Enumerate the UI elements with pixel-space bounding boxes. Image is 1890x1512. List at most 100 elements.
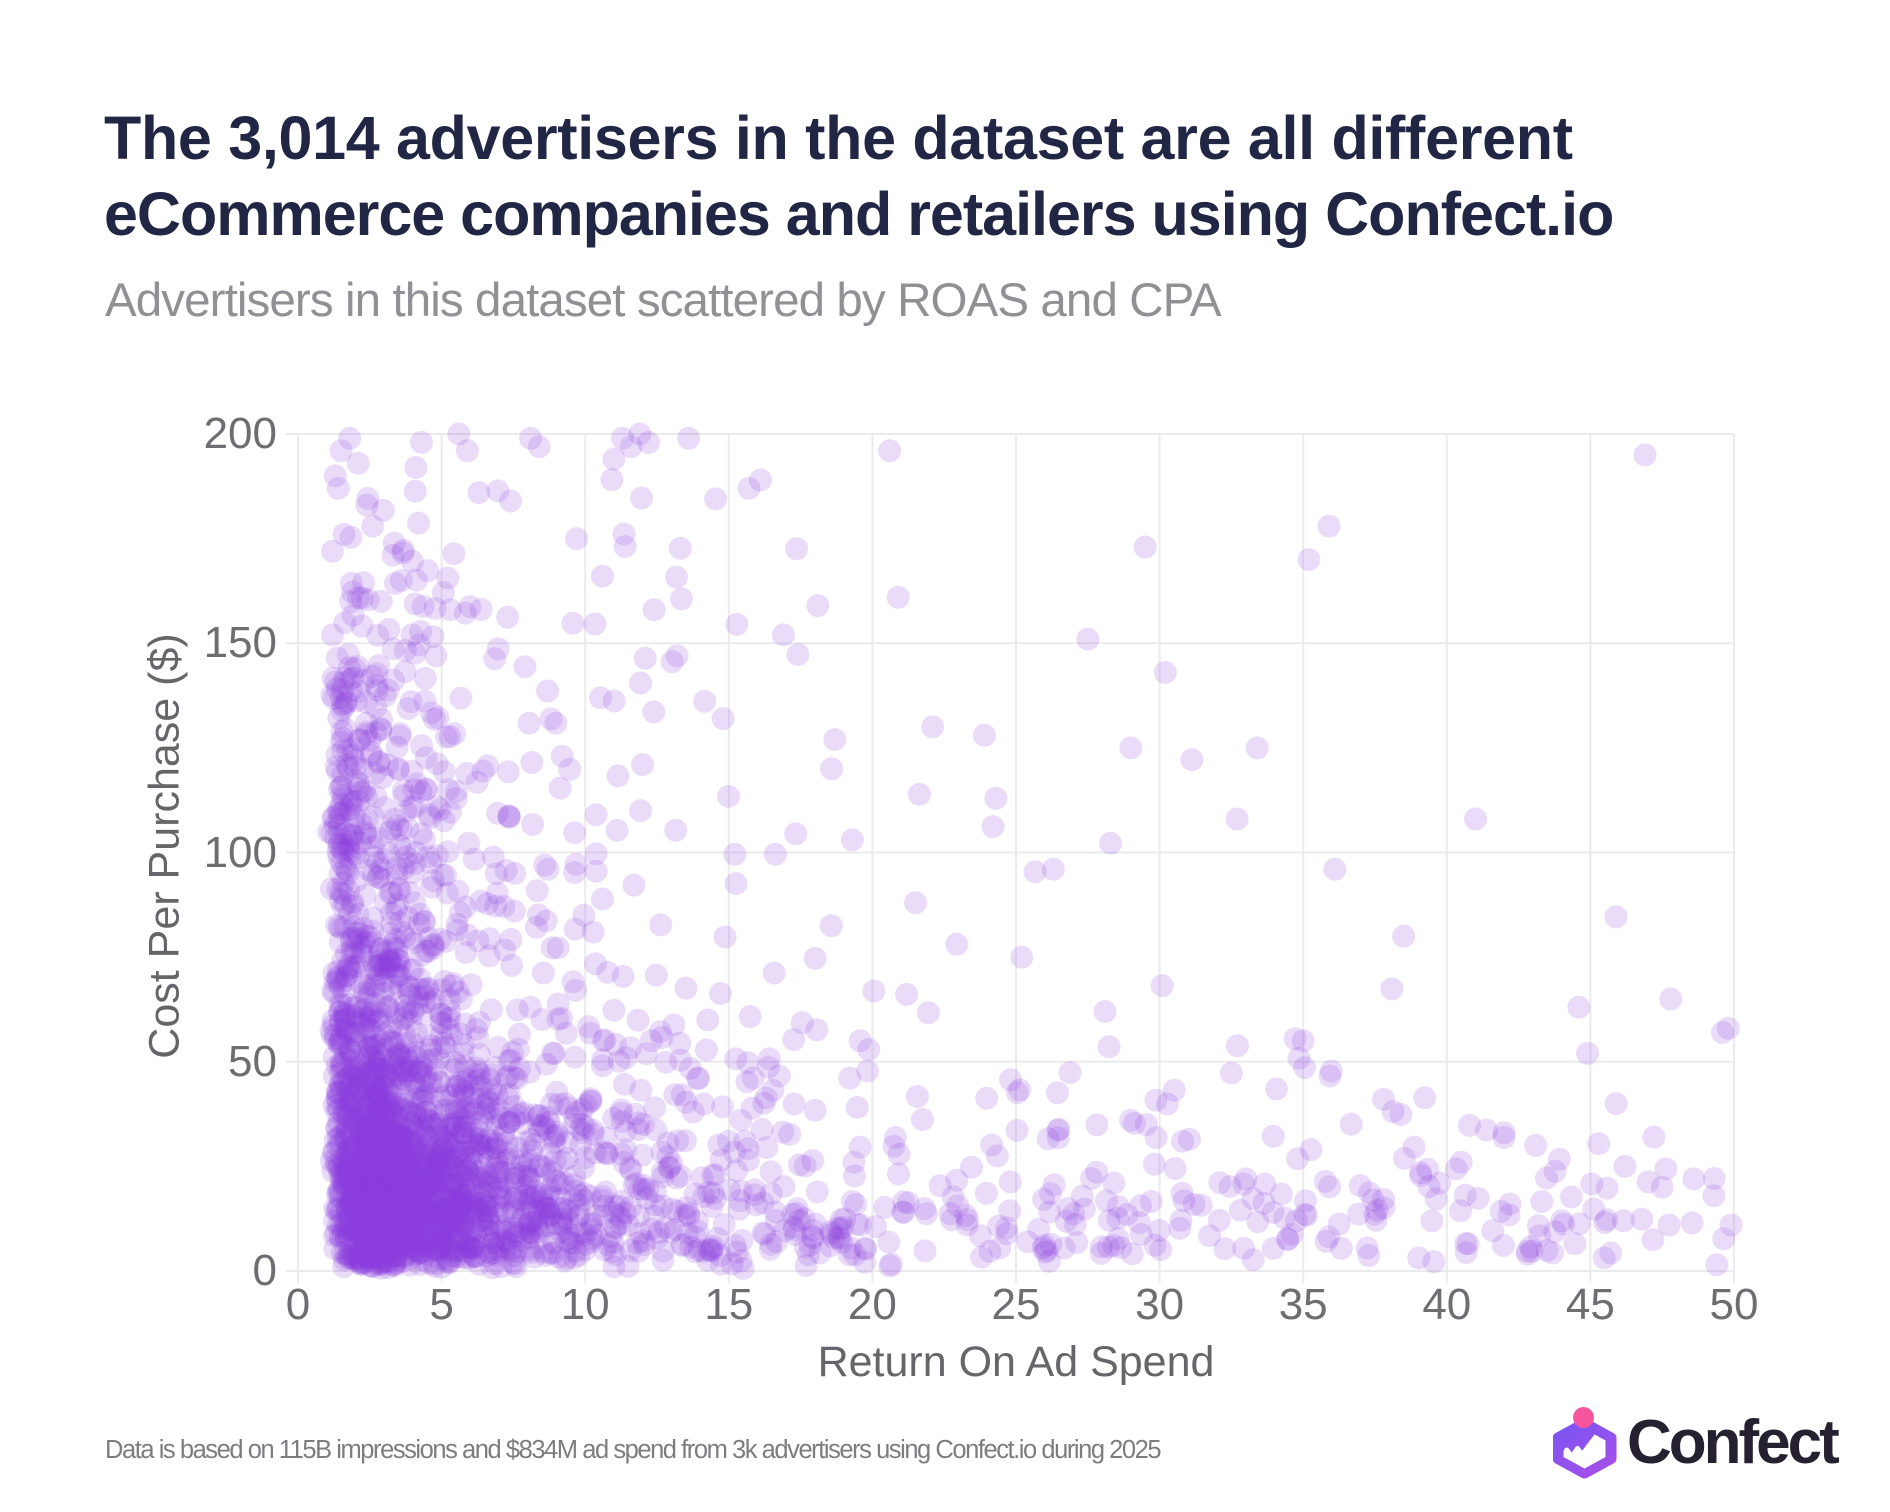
scatter-point [454,1190,478,1214]
scatter-point [1567,995,1591,1019]
scatter-point [632,1229,656,1253]
scatter-point [384,956,408,980]
scatter-point [478,1213,502,1237]
scatter-point [517,1166,541,1190]
scatter-point [412,1187,435,1211]
scatter-point [333,717,357,741]
scatter-point [359,741,383,764]
scatter-point [386,1224,410,1248]
scatter-point [337,1149,361,1173]
scatter-point [372,1108,396,1131]
scatter-point [393,1205,417,1229]
scatter-point [372,1139,396,1163]
scatter-point [519,1210,543,1234]
scatter-point [1633,443,1657,467]
scatter-point [363,1118,387,1142]
scatter-point [360,1031,384,1054]
scatter-point [1702,1167,1726,1190]
scatter-point [439,1189,462,1213]
scatter-point [339,1246,363,1270]
scatter-point [418,806,442,830]
scatter-point [573,1146,597,1170]
scatter-point [713,925,737,949]
scatter-point [401,1161,425,1185]
scatter-point [342,1186,366,1210]
scatter-point [1072,1197,1096,1221]
scatter-point [485,881,509,905]
scatter-point [370,1057,394,1081]
scatter-point [343,1112,367,1136]
scatter-point [356,1103,380,1127]
scatter-point [389,1171,412,1195]
scatter-point [337,956,361,980]
scatter-point [377,1136,401,1160]
scatter-point [333,856,357,880]
scatter-point [345,1184,369,1208]
scatter-point [1245,736,1269,760]
scatter-point [436,1159,460,1183]
scatter-point [402,1177,426,1201]
scatter-point [591,1029,615,1053]
scatter-point [358,1183,381,1207]
scatter-point [371,498,395,522]
scatter-point [439,1173,463,1197]
scatter-point [857,1038,881,1062]
scatter-point [371,1178,395,1202]
scatter-point [471,1131,495,1155]
scatter-point [329,916,353,940]
scatter-point [411,1152,435,1176]
scatter-point [360,1148,383,1172]
scatter-point [443,1174,467,1198]
scatter-point [389,1077,413,1101]
scatter-point [518,1239,542,1262]
scatter-point [399,1205,423,1229]
scatter-point [342,1021,366,1045]
scatter-point [342,1086,366,1110]
scatter-point [362,1062,386,1085]
scatter-point [364,1025,387,1049]
scatter-point [483,1219,507,1243]
scatter-point [448,1180,472,1204]
scatter-point [351,998,375,1022]
scatter-point [388,878,412,902]
scatter-point [438,1237,462,1261]
scatter-point [349,1100,373,1124]
scatter-point [367,1149,391,1172]
scatter-point [445,1156,469,1180]
scatter-point [341,1193,365,1217]
scatter-point [329,1213,353,1237]
scatter-point [365,1151,389,1175]
scatter-point [1178,1127,1201,1151]
scatter-point [360,1038,384,1062]
scatter-point [493,1177,517,1201]
scatter-point [656,1145,680,1169]
scatter-point [883,1126,907,1149]
scatter-point [467,481,491,505]
scatter-point [478,1169,502,1193]
scatter-point [331,840,355,864]
scatter-point [730,1228,754,1252]
scatter-point [410,1172,433,1196]
scatter-point [414,1064,438,1088]
scatter-point [389,1177,413,1201]
scatter-point [1526,1214,1550,1238]
scatter-point [1133,535,1157,559]
scatter-point [700,1236,724,1260]
scatter-point [392,857,416,881]
scatter-point [386,1237,410,1261]
scatter-point [350,614,374,638]
scatter-point [403,479,427,503]
scatter-point [358,858,381,882]
scatter-point [370,1117,394,1141]
scatter-point [389,1067,413,1091]
scatter-point [360,1208,384,1232]
scatter-point [375,995,399,1019]
scatter-point [395,1206,419,1230]
scatter-point [347,728,371,751]
scatter-point [570,1098,594,1121]
scatter-point [505,1136,529,1160]
scatter-point [414,1125,438,1149]
scatter-point [1219,1061,1243,1085]
scatter-point [376,1232,400,1256]
scatter-point [372,1208,396,1231]
